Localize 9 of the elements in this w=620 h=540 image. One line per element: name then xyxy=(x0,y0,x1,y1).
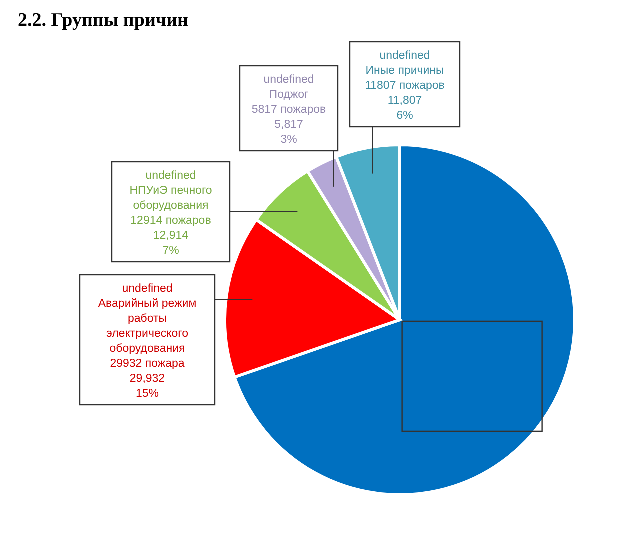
chart-title: 2.2. Группы причин xyxy=(18,10,189,31)
slice-label: undefined Аварийный режим работы электрического оборудования 29932 пожара xyxy=(98,283,197,370)
data-label: 11,807 6% xyxy=(388,95,422,122)
slice-label: undefined Иные причины 11807 пожаров xyxy=(365,50,445,92)
data-label: 29,932 15% xyxy=(130,373,166,400)
slice-label: undefined Поджог 5817 пожаров xyxy=(252,74,326,116)
data-label: 5,817 3% xyxy=(274,119,304,146)
slice-label: undefined НПУиЭ печного оборудования 12914 пожаров xyxy=(130,170,212,227)
data-label: 12,914 7% xyxy=(153,230,190,257)
